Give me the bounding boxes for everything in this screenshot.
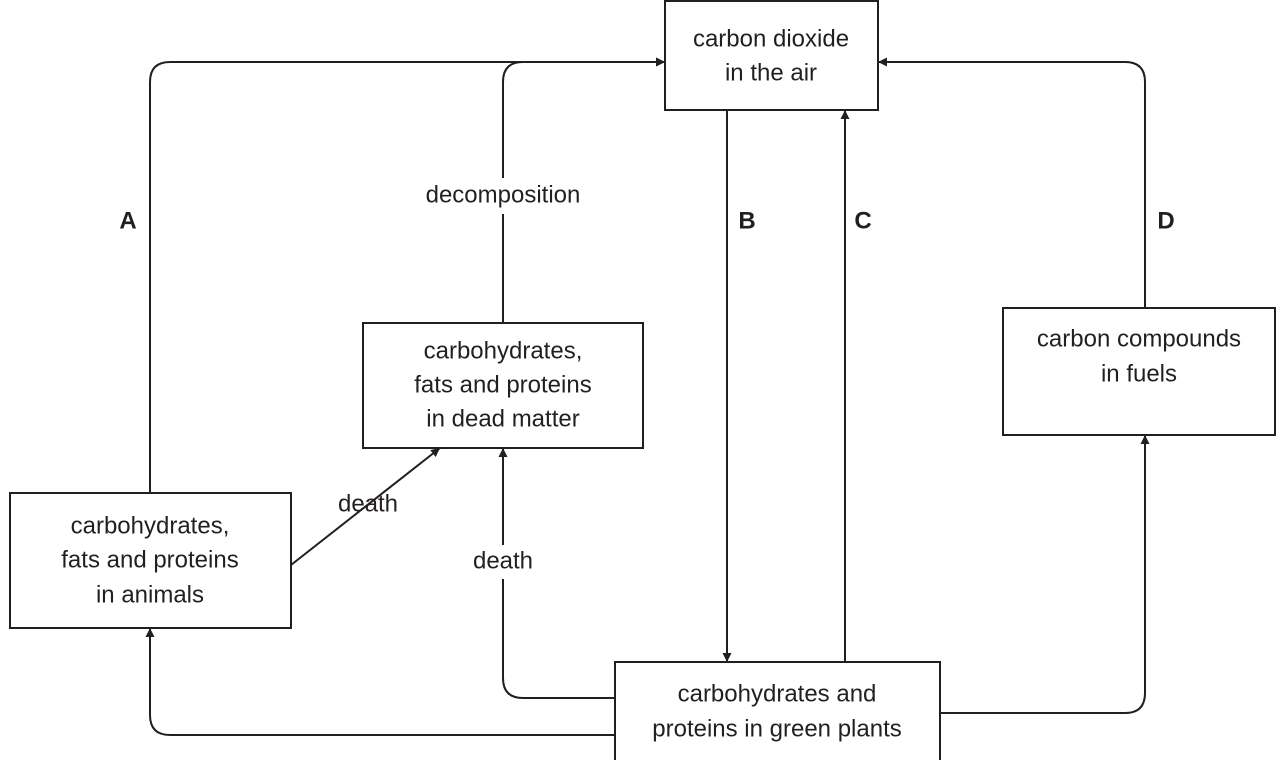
arrow-label: B <box>738 207 755 234</box>
node-text: in dead matter <box>426 405 579 432</box>
label-gap <box>460 545 546 579</box>
node-text: fats and proteins <box>61 546 238 573</box>
node-text: carbon dioxide <box>693 25 849 52</box>
arrow-death-plants <box>498 448 615 699</box>
arrow-label: death <box>338 490 398 517</box>
node-text: in fuels <box>1101 360 1177 387</box>
box-co2 <box>664 0 879 111</box>
box-fuels <box>1002 307 1276 436</box>
box-dead-matter <box>362 322 644 449</box>
arrow-a <box>149 57 665 493</box>
box-plants <box>614 661 941 760</box>
node-text: carbohydrates, <box>71 512 230 539</box>
arrow-d <box>878 57 1146 308</box>
arrow-plants-fuels <box>940 435 1150 714</box>
arrow-label: A <box>119 207 136 234</box>
arrow-plants-animals <box>145 628 615 736</box>
arrow-decomposition <box>502 57 665 323</box>
node-text: in the air <box>725 59 817 86</box>
box-animals <box>9 492 292 629</box>
arrow-label: death <box>473 547 533 574</box>
label-gap <box>400 178 606 214</box>
node-text: carbon compounds <box>1037 325 1241 352</box>
node-text: carbohydrates, <box>424 337 583 364</box>
arrow-label: D <box>1157 207 1174 234</box>
arrow-death-animals <box>290 447 441 566</box>
arrow-label: C <box>854 207 871 234</box>
arrow-label: decomposition <box>426 181 581 208</box>
node-text: fats and proteins <box>414 371 591 398</box>
node-text: carbohydrates and <box>678 680 877 707</box>
node-text: in animals <box>96 581 204 608</box>
node-text: proteins in green plants <box>652 715 902 742</box>
